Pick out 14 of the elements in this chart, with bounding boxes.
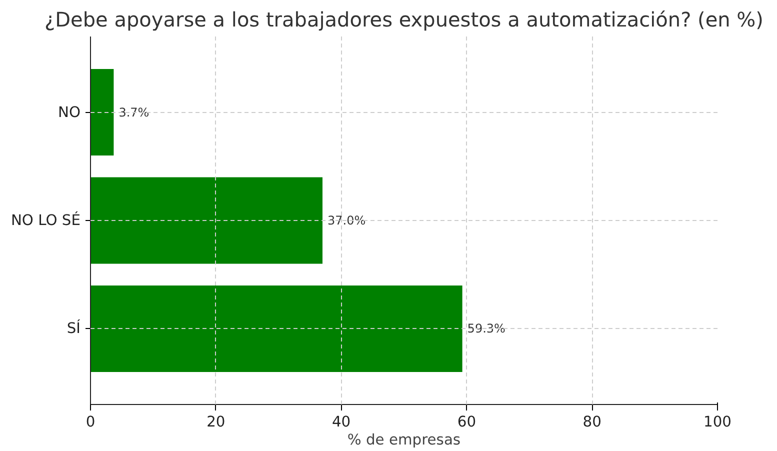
- x-axis-title: % de empresas: [347, 432, 461, 448]
- y-tick-label: NO: [58, 104, 80, 121]
- x-tick-label: 100: [704, 414, 732, 430]
- chart-title: ¿Debe apoyarse a los trabajadores expuestos a automatización? (en %): [44, 8, 764, 32]
- y-tick-label: SÍ: [66, 319, 81, 338]
- x-tick-label: 80: [582, 414, 602, 430]
- x-tick-label: 20: [206, 414, 226, 430]
- x-tick-label: 0: [86, 414, 96, 430]
- bar: [90, 285, 462, 372]
- x-tick-label: 40: [332, 414, 351, 430]
- bar: [90, 68, 114, 156]
- x-tick-label: 60: [457, 414, 476, 430]
- y-tick-label: NO LO SÉ: [10, 211, 81, 229]
- bar: [90, 177, 322, 264]
